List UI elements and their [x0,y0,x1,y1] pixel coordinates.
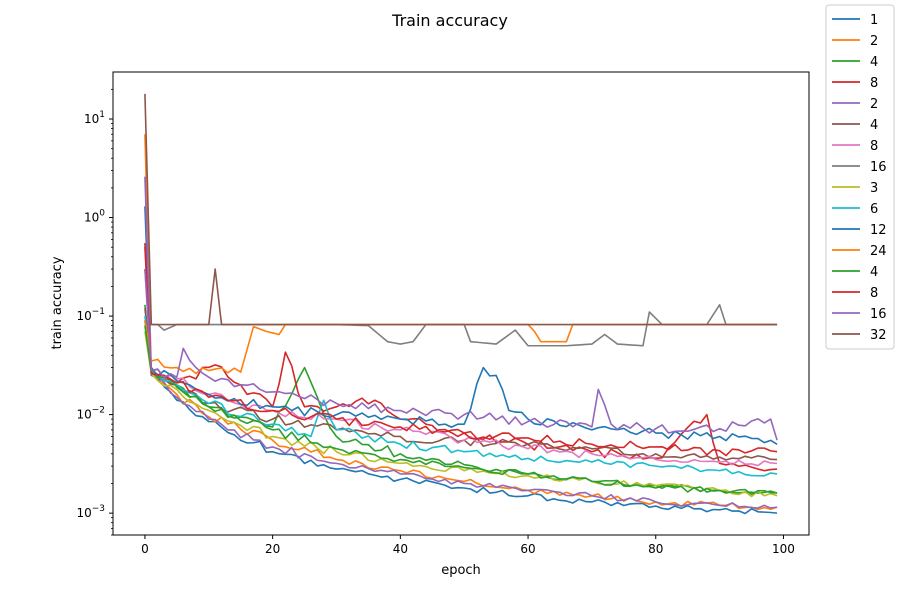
x-tick-label: 0 [141,542,149,556]
series-line-11 [144,320,778,445]
x-tick-label: 80 [648,542,663,556]
x-tick-label: 60 [520,542,535,556]
legend-label: 4 [870,265,878,280]
y-tick-label: 10−2 [76,406,105,422]
x-tick-label: 20 [265,542,280,556]
legend-label: 32 [870,328,887,343]
y-tick-label: 101 [84,110,105,126]
series-line-14 [144,247,778,457]
series-line-1 [144,206,778,515]
series-line-9 [144,331,778,498]
series-line-4 [144,243,778,472]
legend-label: 2 [870,34,878,49]
x-tick-label: 100 [772,542,795,556]
chart-title: Train accuracy [391,11,508,30]
series-line-7 [144,269,778,467]
legend-label: 3 [870,181,878,196]
series-lines [144,93,778,515]
plot-frame [112,71,810,536]
legend-label: 4 [870,118,878,133]
series-line-13 [144,325,778,496]
legend-box [825,4,895,350]
series-line-5 [144,176,778,509]
legend-label: 8 [870,76,878,91]
x-axis-label: epoch [441,563,481,578]
y-axis-label: train accuracy [50,256,65,349]
x-tick-label: 40 [393,542,408,556]
legend-label: 16 [870,307,887,322]
series-line-3 [144,304,778,494]
legend-label: 1 [870,13,878,28]
legend-label: 8 [870,286,878,301]
x-axis-ticks: 0 20 40 60 80 100 [141,535,795,556]
series-line-16 [144,93,778,326]
series-line-2 [144,134,778,511]
legend-label: 6 [870,202,878,217]
series-line-15 [144,269,778,441]
y-tick-label: 10−1 [76,307,105,323]
legend-label: 4 [870,55,878,70]
series-line-10 [144,315,778,477]
legend-label: 16 [870,160,887,175]
legend-label: 24 [870,244,887,259]
legend-label: 8 [870,139,878,154]
y-axis-ticks: 10−3 10−2 10−1 100 101 [76,88,113,536]
legend-label: 12 [870,223,887,238]
legend-label: 2 [870,97,878,112]
y-tick-label: 10−3 [76,504,105,520]
y-tick-label: 100 [84,209,105,225]
